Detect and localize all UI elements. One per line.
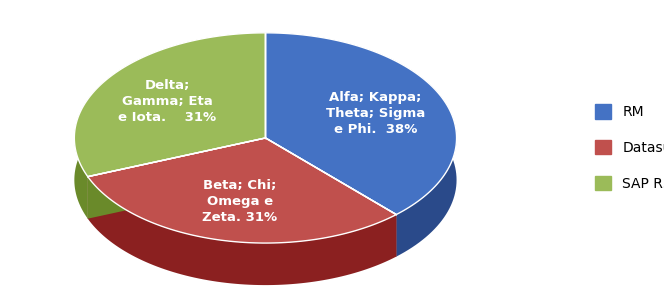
Polygon shape [88,138,266,219]
Text: Delta;
Gamma; Eta
e Iota.    31%: Delta; Gamma; Eta e Iota. 31% [118,79,216,124]
Polygon shape [74,33,266,177]
Polygon shape [88,138,266,219]
Polygon shape [266,138,396,257]
Polygon shape [266,33,457,214]
Text: Beta; Chi;
Omega e
Zeta. 31%: Beta; Chi; Omega e Zeta. 31% [202,179,277,224]
Polygon shape [266,33,457,257]
Polygon shape [266,138,396,257]
Text: Alfa; Kappa;
Theta; Sigma
e Phi.  38%: Alfa; Kappa; Theta; Sigma e Phi. 38% [326,91,425,137]
Legend: RM, Datasul, SAP R3: RM, Datasul, SAP R3 [589,99,664,196]
Polygon shape [88,138,396,243]
Polygon shape [88,177,396,285]
Polygon shape [74,33,266,219]
